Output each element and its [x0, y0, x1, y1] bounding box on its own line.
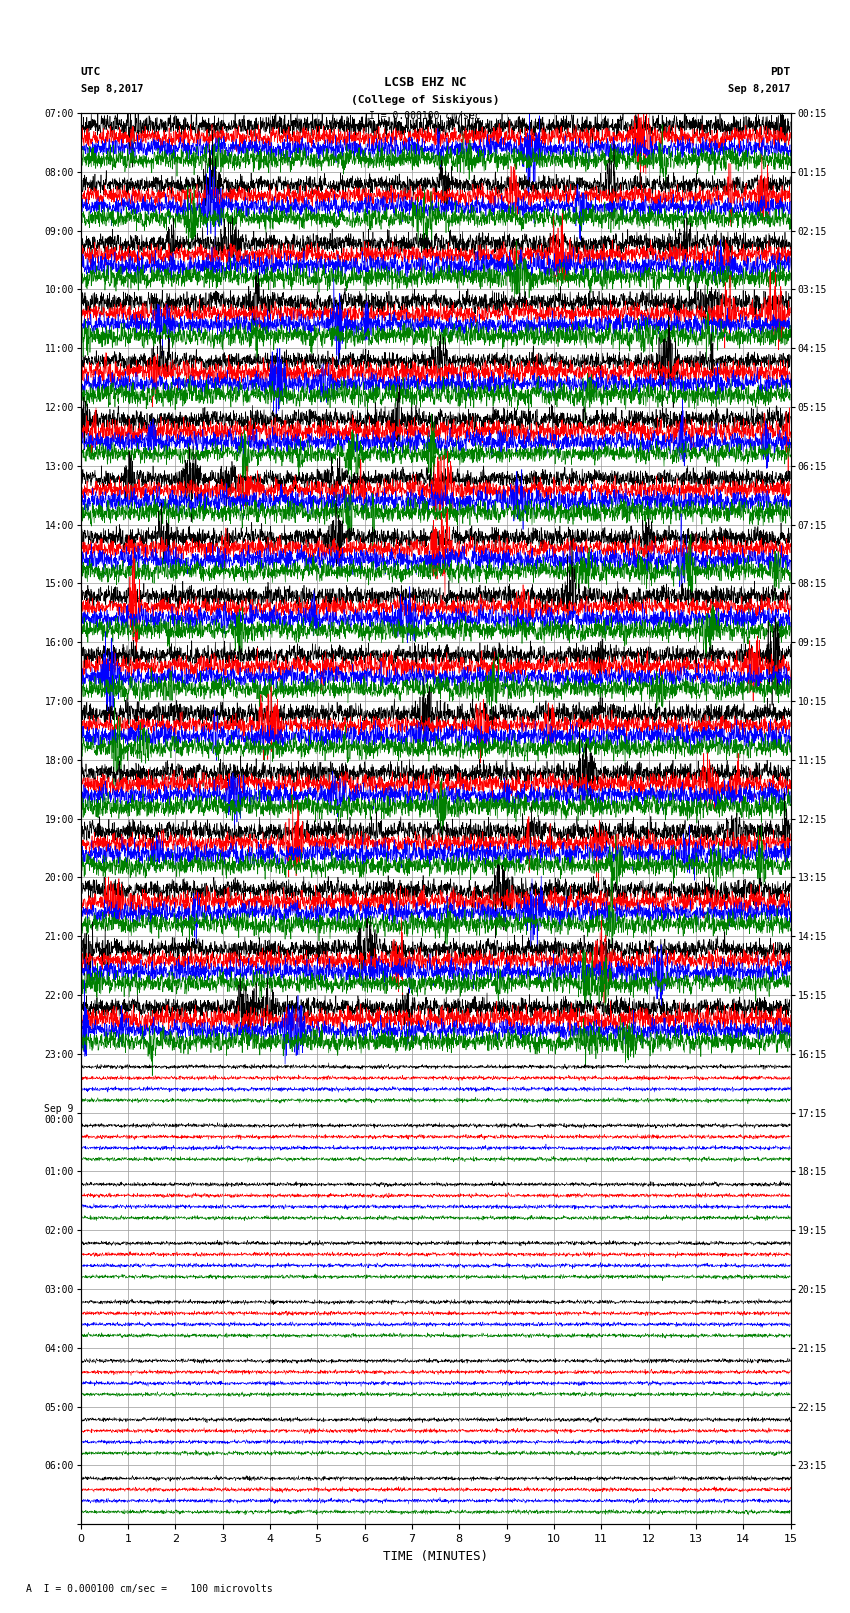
Text: PDT: PDT: [770, 68, 790, 77]
Text: UTC: UTC: [81, 68, 101, 77]
Text: Sep 8,2017: Sep 8,2017: [81, 84, 144, 94]
Text: LCSB EHZ NC: LCSB EHZ NC: [383, 76, 467, 89]
Text: Sep 8,2017: Sep 8,2017: [728, 84, 791, 94]
X-axis label: TIME (MINUTES): TIME (MINUTES): [383, 1550, 488, 1563]
Text: (College of Siskiyous): (College of Siskiyous): [351, 95, 499, 105]
Text: A  I = 0.000100 cm/sec =    100 microvolts: A I = 0.000100 cm/sec = 100 microvolts: [26, 1584, 272, 1594]
Text: I = 0.000100 cm/sec: I = 0.000100 cm/sec: [369, 111, 481, 121]
